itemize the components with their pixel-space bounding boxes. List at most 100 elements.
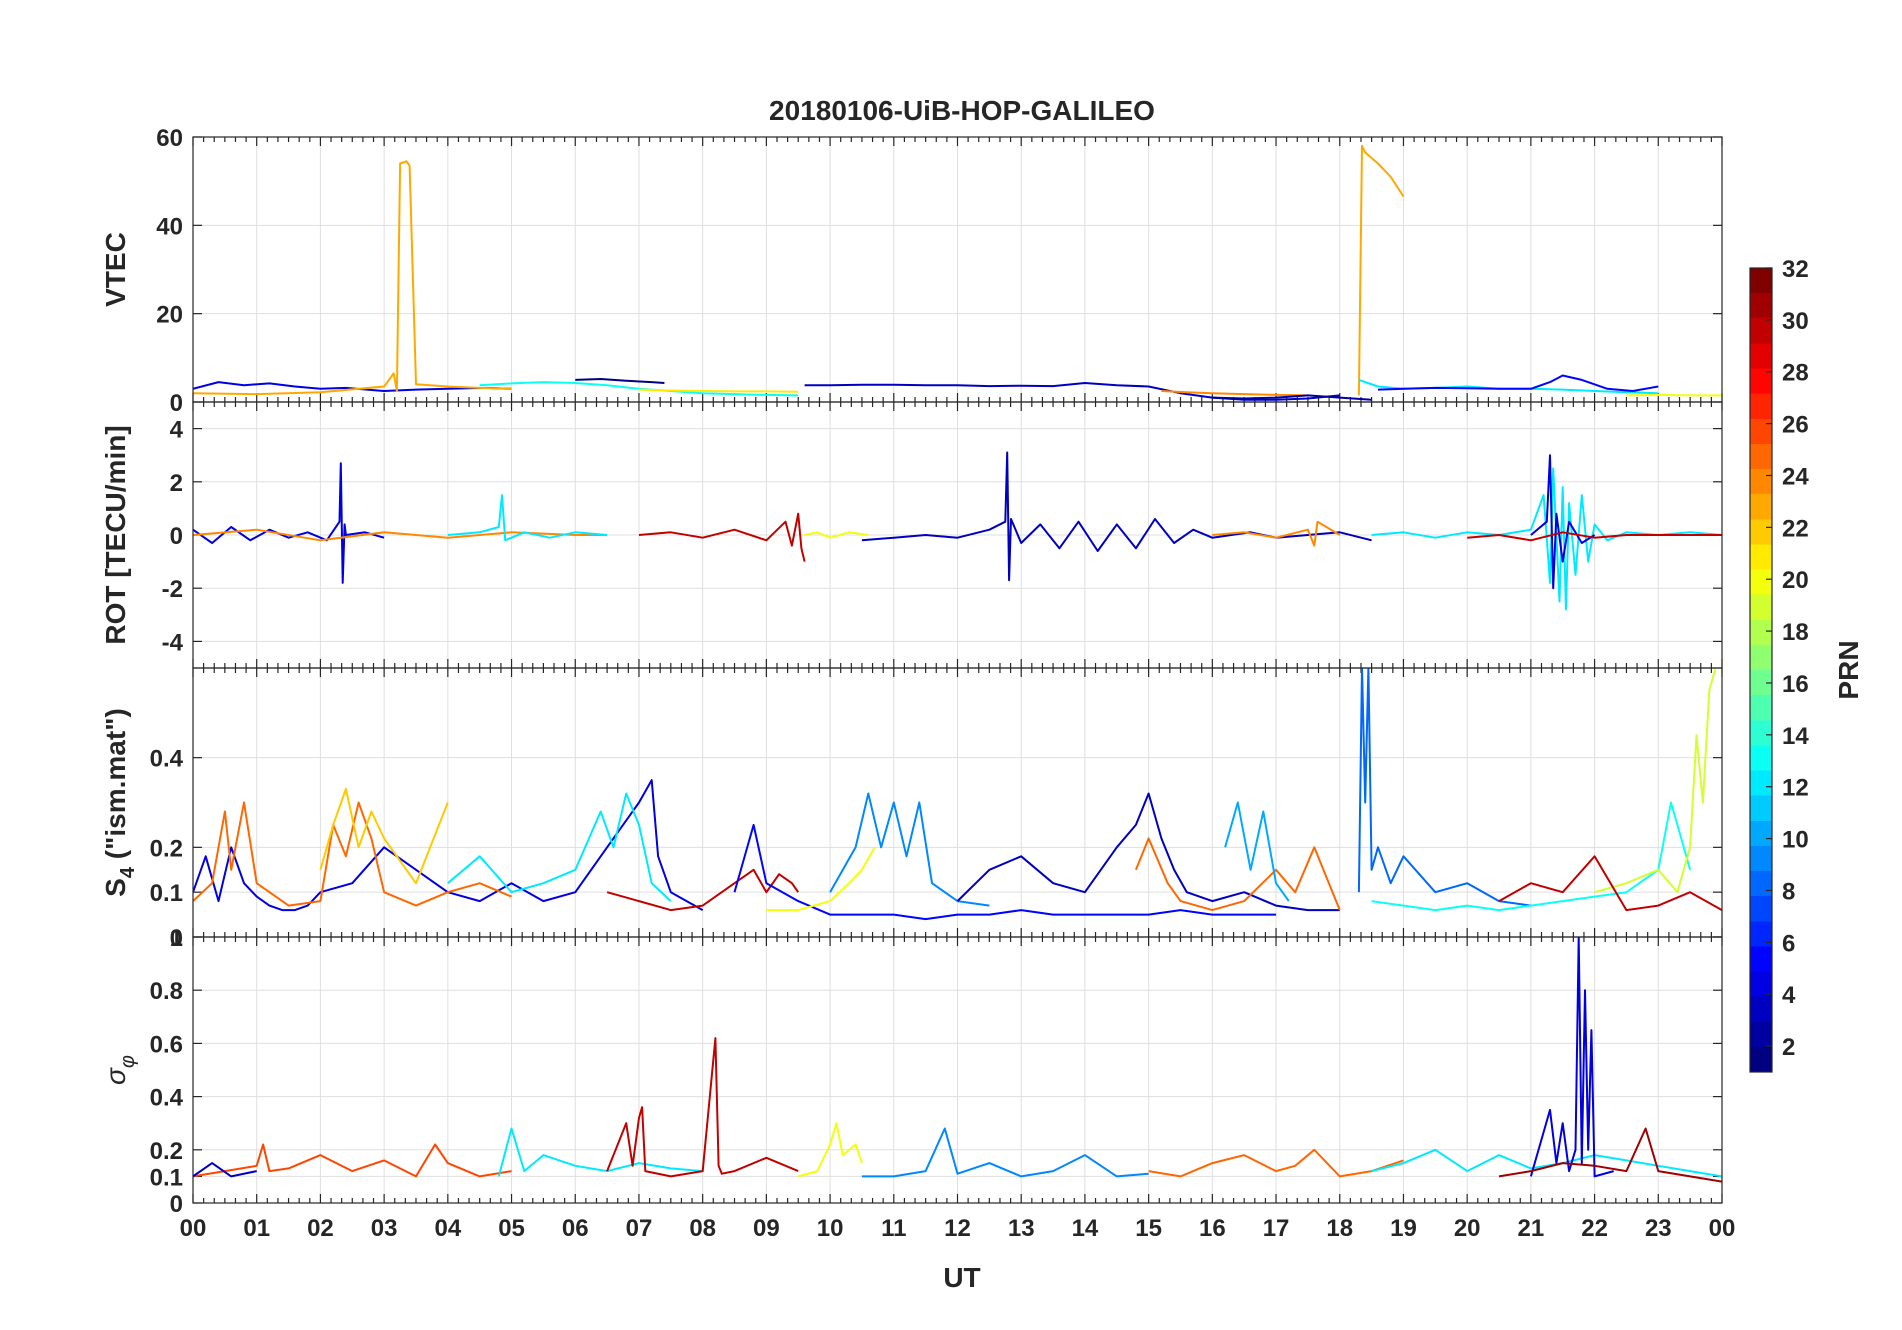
x-tick-label: 00 — [180, 1215, 207, 1242]
x-tick-label: 12 — [944, 1215, 971, 1242]
colorbar-tick-label: 32 — [1782, 256, 1809, 283]
trace-prn-26 — [193, 1143, 512, 1178]
y-label-subscript: 4 — [117, 866, 139, 878]
y-tick-label: -2 — [162, 576, 183, 603]
trace-prn-9 — [861, 1127, 1149, 1178]
traces — [193, 937, 1722, 1183]
trace-prn-12 — [447, 792, 672, 902]
y-tick-label: 0.1 — [150, 880, 183, 907]
trace-prn-3 — [193, 1162, 257, 1178]
minor-ticks — [192, 937, 1723, 1203]
x-tick-label: 08 — [689, 1215, 716, 1242]
trace-prn-12 — [497, 1127, 703, 1177]
x-tick-label: 01 — [243, 1215, 270, 1242]
x-tick-label: 10 — [817, 1215, 844, 1242]
trace-prn-22 — [319, 788, 449, 885]
trace-prn-30 — [606, 1037, 799, 1178]
x-tick-label: 11 — [881, 1215, 906, 1242]
y-tick-label: 4 — [170, 417, 184, 444]
y-tick-label: -4 — [162, 629, 184, 656]
colorbar-tick-label: 22 — [1782, 515, 1809, 542]
trace-prn-30 — [1467, 531, 1722, 542]
y-label-rest: ("ism.mat") — [100, 708, 131, 867]
x-tick-label: 15 — [1135, 1215, 1162, 1242]
y-tick-label: 0.8 — [150, 978, 183, 1005]
colorbar-tick-label: 8 — [1782, 878, 1795, 905]
y-tick-label: 0.1 — [150, 1164, 183, 1191]
panel-vtec: 0 20 40 60 VTEC — [100, 125, 1723, 417]
colorbar-tick-label: 28 — [1782, 360, 1809, 387]
colorbar-tick-label: 2 — [1782, 1034, 1795, 1061]
y-label-subscript: φ — [117, 1055, 139, 1068]
y-tick-label: 40 — [156, 213, 183, 240]
x-axis: 00 01 02 03 04 05 06 07 08 09 10 11 12 13 14 15 16 17 18 19… — [180, 1215, 1736, 1242]
colorbar-tick-label: 10 — [1782, 827, 1809, 854]
x-tick-label: 02 — [307, 1215, 334, 1242]
y-tick-label: 0.4 — [150, 746, 184, 773]
x-tick-label: 09 — [753, 1215, 780, 1242]
x-axis-label: UT — [943, 1262, 980, 1293]
traces — [193, 451, 1722, 611]
axes-frame — [192, 936, 1723, 1204]
panel-rot: -4 -2 0 2 4 ROT [TECU/min] — [100, 401, 1723, 669]
x-tick-label: 19 — [1390, 1215, 1417, 1242]
trace-prn-30 — [1498, 855, 1722, 912]
trace-prn-23 — [1357, 144, 1405, 396]
trace-prn-1 — [575, 378, 665, 384]
colorbar-tick-label: 14 — [1782, 723, 1809, 750]
trace-prn-9 — [829, 792, 990, 907]
trace-prn-20 — [1626, 393, 1722, 397]
y-tick-label: 20 — [156, 302, 183, 329]
y-label-base: σ — [100, 1067, 131, 1085]
trace-prn-25 — [1134, 837, 1341, 912]
trace-prn-20 — [766, 846, 876, 912]
x-tick-label: 05 — [498, 1215, 525, 1242]
x-tick-label: 00 — [1709, 1215, 1736, 1242]
trace-prn-21 — [638, 388, 799, 393]
trace-prn-4 — [1530, 454, 1596, 590]
trace-prn-4 — [1529, 937, 1614, 1178]
minor-ticks — [192, 137, 1723, 402]
colorbar-tick-label: 12 — [1782, 775, 1809, 802]
x-tick-label: 22 — [1581, 1215, 1608, 1242]
trace-prn-8 — [1357, 668, 1532, 907]
y-tick-label: 0 — [170, 925, 183, 952]
x-tick-label: 17 — [1263, 1215, 1290, 1242]
minor-ticks — [192, 402, 1723, 668]
trace-prn-20 — [797, 1122, 863, 1178]
trace-prn-24 — [1212, 520, 1341, 547]
trace-prn-3 — [804, 382, 1340, 401]
x-tick-label: 23 — [1645, 1215, 1672, 1242]
x-tick-label: 14 — [1072, 1215, 1099, 1242]
colorbar-tick-label: 26 — [1782, 412, 1809, 439]
trace-prn-3 — [956, 792, 1340, 912]
x-tick-label: 18 — [1326, 1215, 1353, 1242]
trace-prn-12 — [1371, 1148, 1722, 1178]
x-tick-label: 21 — [1518, 1215, 1545, 1242]
y-axis-label: σφ — [100, 1055, 139, 1085]
x-tick-label: 04 — [434, 1215, 461, 1242]
y-axis-label: S4 ("ism.mat") — [100, 708, 139, 897]
colorbar-tick-label: 16 — [1782, 671, 1809, 698]
y-tick-label: 0.6 — [150, 1031, 183, 1058]
colorbar-gradient — [1749, 267, 1773, 1073]
traces — [193, 668, 1722, 921]
trace-prn-5 — [1377, 374, 1659, 392]
trace-prn-24 — [1161, 390, 1308, 397]
traces — [193, 144, 1722, 401]
x-tick-label: 06 — [562, 1215, 589, 1242]
panel-s4: 0 0.1 0.2 0.4 S4 ("ism.mat") — [100, 667, 1723, 952]
x-tick-label: 13 — [1008, 1215, 1035, 1242]
trace-prn-23 — [193, 160, 512, 396]
trace-prn-12 — [447, 494, 608, 542]
y-tick-label: 2 — [170, 470, 183, 497]
trace-prn-10 — [1224, 801, 1290, 902]
y-tick-label: 0 — [170, 523, 183, 550]
colorbar-tick-label: 24 — [1782, 463, 1809, 490]
y-tick-label: 0.4 — [150, 1085, 184, 1112]
x-tick-label: 16 — [1199, 1215, 1226, 1242]
